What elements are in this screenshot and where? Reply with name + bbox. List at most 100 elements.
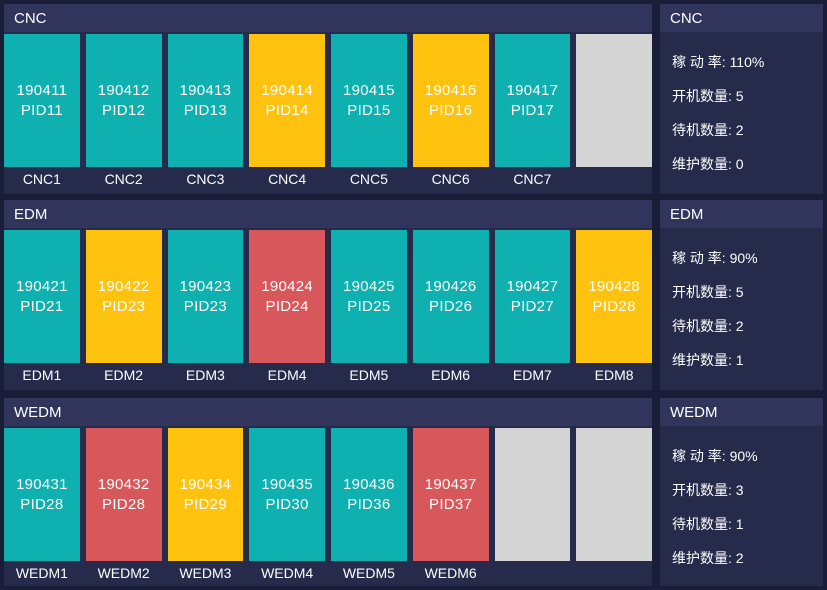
stat-separator: : [728, 352, 736, 368]
stat-row: 开机数量: 5 [672, 275, 811, 309]
machine-code: 190421 [15, 277, 68, 295]
stat-separator: : [721, 448, 730, 464]
stat-row: 维护数量: 2 [672, 541, 811, 575]
machine-card-running[interactable]: 190411 PID11 [4, 34, 80, 167]
machine-slot [494, 428, 571, 585]
machine-grid-cnc: 190411 PID11 CNC1 190412 PID12 CNC2 190413 PID1… [4, 34, 652, 191]
machine-card-running[interactable]: 190412 PID12 [85, 34, 162, 167]
stat-separator: : [728, 156, 736, 172]
machine-card-running[interactable]: 190431 PID28 [4, 428, 80, 561]
stat-value: 3 [735, 482, 744, 498]
stat-separator: : [728, 516, 736, 532]
machine-card-running[interactable]: 190417 PID17 [494, 34, 571, 167]
panel-stats-edm: 稼 动 率: 90% 开机数量: 5 待机数量: 2 维护数量: 1 [660, 228, 823, 377]
stat-row: 待机数量: 2 [672, 113, 811, 147]
stat-value: 5 [735, 284, 744, 300]
stat-separator: : [728, 122, 736, 138]
machine-label: CNC6 [431, 171, 470, 187]
machine-code: 190411 [16, 81, 68, 99]
machine-slot: 190424 PID24 EDM4 [249, 230, 325, 387]
machine-card-standby[interactable]: 190422 PID23 [85, 230, 162, 363]
machine-slot: 190434 PID29 WEDM3 [167, 428, 244, 585]
machine-code: 190437 [424, 475, 477, 493]
panel-title: EDM [670, 205, 704, 223]
machine-slot: 190415 PID15 CNC5 [331, 34, 407, 191]
stat-label: 维护数量 [672, 550, 728, 566]
stat-label: 稼 动 率 [672, 448, 722, 464]
machine-pid: PID12 [102, 101, 146, 119]
section-edm: EDM 190421 PID21 EDM1 190422 PID23 EDM2 190423… [4, 200, 652, 390]
stat-row: 开机数量: 5 [672, 79, 811, 113]
machine-label: WEDM2 [97, 565, 150, 581]
machine-slot: 190417 PID17 CNC7 [494, 34, 571, 191]
machine-code: 190434 [179, 475, 232, 493]
machine-card-running[interactable]: 190425 PID25 [331, 230, 407, 363]
machine-pid: PID15 [347, 101, 391, 119]
machine-card-running[interactable]: 190427 PID27 [494, 230, 571, 363]
machine-card-running[interactable]: 190423 PID23 [167, 230, 244, 363]
machine-code: 190412 [97, 81, 150, 99]
machine-slot: 190423 PID23 EDM3 [167, 230, 244, 387]
machine-pid: PID14 [265, 101, 309, 119]
stat-label: 稼 动 率 [672, 250, 722, 266]
machine-sections: CNC 190411 PID11 CNC1 190412 PID12 CNC2 190413… [4, 4, 652, 586]
machine-code: 190414 [261, 81, 314, 99]
machine-label: EDM7 [512, 367, 552, 383]
machine-code: 190413 [179, 81, 232, 99]
machine-slot: 190426 PID26 EDM6 [412, 230, 489, 387]
machine-pid: PID28 [102, 495, 146, 513]
stat-separator: : [728, 482, 736, 498]
panel-header-wedm: WEDM [660, 398, 823, 426]
stat-row: 开机数量: 3 [672, 473, 811, 507]
machine-code: 190431 [15, 475, 68, 493]
machine-slot: 190435 PID30 WEDM4 [249, 428, 325, 585]
machine-card-running[interactable]: 190421 PID21 [4, 230, 80, 363]
section-cnc: CNC 190411 PID11 CNC1 190412 PID12 CNC2 190413… [4, 4, 652, 194]
machine-pid: PID26 [429, 297, 473, 315]
machine-pid: PID24 [265, 297, 309, 315]
machine-card-standby[interactable]: 190434 PID29 [167, 428, 244, 561]
machine-card-standby[interactable]: 190416 PID16 [412, 34, 489, 167]
stat-label: 开机数量 [672, 482, 728, 498]
machine-pid: PID27 [510, 297, 554, 315]
stat-value: 5 [735, 88, 744, 104]
machine-slot: 190422 PID23 EDM2 [85, 230, 162, 387]
stat-separator: : [728, 284, 736, 300]
stat-separator: : [721, 250, 730, 266]
machine-code: 190425 [342, 277, 395, 295]
machine-card-maintenance[interactable]: 190437 PID37 [412, 428, 489, 561]
machine-card-standby[interactable]: 190428 PID28 [576, 230, 652, 363]
machine-card-running[interactable]: 190415 PID15 [331, 34, 407, 167]
machine-label [576, 561, 652, 585]
machine-card-maintenance[interactable]: 190424 PID24 [249, 230, 325, 363]
panel-title: WEDM [670, 403, 718, 421]
stat-separator: : [721, 54, 730, 70]
section-header-cnc: CNC [4, 4, 652, 32]
machine-slot: 190411 PID11 CNC1 [4, 34, 80, 191]
machine-card-maintenance[interactable]: 190432 PID28 [85, 428, 162, 561]
section-title: WEDM [14, 403, 62, 421]
machine-grid-wedm: 190431 PID28 WEDM1 190432 PID28 WEDM2 190434 PI… [4, 428, 652, 585]
machine-slot: 190436 PID36 WEDM5 [331, 428, 407, 585]
machine-slot: 190428 PID28 EDM8 [576, 230, 652, 387]
stat-row: 稼 动 率: 90% [672, 439, 811, 473]
machine-slot: 190431 PID28 WEDM1 [4, 428, 80, 585]
stat-label: 开机数量 [672, 88, 728, 104]
machine-slot: 190412 PID12 CNC2 [85, 34, 162, 191]
machine-card-running[interactable]: 190413 PID13 [167, 34, 244, 167]
stat-value: 2 [735, 318, 744, 334]
panel-stats-cnc: 稼 动 率: 110% 开机数量: 5 待机数量: 2 维护数量: 0 [660, 32, 823, 181]
machine-label [576, 167, 652, 191]
machine-card-running[interactable]: 190435 PID30 [249, 428, 325, 561]
machine-pid: PID29 [183, 495, 227, 513]
stat-label: 待机数量 [672, 516, 728, 532]
stat-row: 稼 动 率: 90% [672, 241, 811, 275]
machine-card-running[interactable]: 190426 PID26 [412, 230, 489, 363]
machine-pid: PID21 [20, 297, 64, 315]
machine-card-running[interactable]: 190436 PID36 [331, 428, 407, 561]
machine-label: CNC4 [268, 171, 307, 187]
stat-row: 维护数量: 1 [672, 343, 811, 377]
machine-label: WEDM1 [15, 565, 68, 581]
stat-separator: : [728, 318, 736, 334]
machine-card-standby[interactable]: 190414 PID14 [249, 34, 325, 167]
